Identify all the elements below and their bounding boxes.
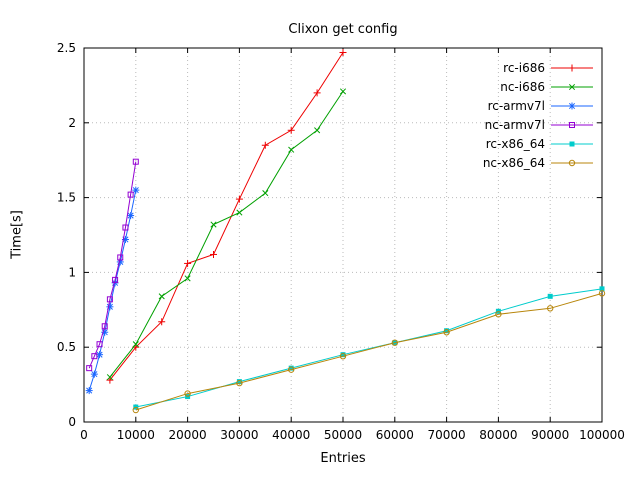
x-tick-label: 20000: [169, 428, 207, 442]
cross-marker-icon: [262, 190, 269, 197]
circle-open-marker-icon: [443, 329, 450, 336]
legend-label: rc-armv7l: [488, 99, 545, 113]
series-rc-x86_64: [133, 286, 605, 410]
legend-label: rc-i686: [503, 61, 545, 75]
circle-open-marker-icon: [495, 311, 502, 318]
x-tick-label: 50000: [324, 428, 362, 442]
cross-marker-icon: [288, 146, 295, 153]
circle-open-marker-icon: [391, 339, 398, 346]
square-filled-marker-icon: [236, 379, 242, 385]
cross-marker-icon: [339, 88, 347, 95]
cross-marker-icon: [158, 293, 165, 300]
circle-open-marker-icon: [568, 159, 576, 167]
series-rc-i686: [106, 48, 347, 384]
series-line: [88, 161, 137, 369]
legend: rc-i686 nc-i686 rc-armv7l nc-armv7l rc-x86_6…: [483, 61, 593, 170]
asterisk-marker-icon: [132, 187, 139, 194]
series-nc-x86_64: [132, 290, 606, 414]
y-tick-label: 0: [68, 415, 76, 429]
x-tick-label: 0: [80, 428, 88, 442]
square-filled-marker-icon: [569, 141, 575, 147]
cross-marker-icon: [210, 221, 217, 228]
square-filled-marker-icon: [444, 328, 450, 334]
cross-marker-icon: [314, 127, 321, 134]
x-tick-label: 40000: [272, 428, 310, 442]
series-line: [109, 52, 344, 381]
square-filled-marker-icon: [547, 293, 553, 299]
x-tick-label: 30000: [220, 428, 258, 442]
circle-open-marker-icon: [236, 379, 243, 387]
square-filled-marker-icon: [599, 286, 605, 292]
x-tick-label: 80000: [479, 428, 517, 442]
square-open-marker-icon: [132, 158, 139, 165]
legend-entry-rc-x86_64: rc-x86_64: [486, 137, 593, 151]
chart-title: Clixon get config: [288, 22, 398, 37]
cross-marker-icon: [132, 341, 139, 348]
series-line: [135, 292, 603, 411]
asterisk-marker-icon: [96, 351, 103, 358]
circle-open-marker-icon: [288, 366, 295, 373]
x-tick-label: 90000: [531, 428, 569, 442]
square-open-marker-icon: [106, 296, 113, 303]
series-line: [135, 288, 603, 408]
cross-marker-icon: [106, 374, 113, 381]
legend-label: rc-x86_64: [486, 137, 545, 151]
legend-entry-rc-i686: rc-i686: [503, 61, 593, 75]
legend-label: nc-i686: [500, 80, 545, 94]
circle-open-marker-icon: [132, 406, 140, 414]
square-open-marker-icon: [117, 254, 124, 261]
y-tick-label: 1: [68, 265, 76, 279]
cross-marker-icon: [236, 209, 243, 216]
x-axis-label: Entries: [320, 451, 366, 466]
square-open-marker-icon: [569, 122, 575, 128]
legend-entry-nc-armv7l: nc-armv7l: [485, 118, 593, 132]
legend-label: nc-armv7l: [485, 118, 545, 132]
y-tick-label: 2: [68, 116, 76, 130]
square-filled-marker-icon: [288, 365, 294, 371]
series-nc-i686: [106, 88, 347, 381]
cross-marker-icon: [568, 83, 576, 91]
square-open-marker-icon: [96, 341, 103, 348]
legend-entry-rc-armv7l: rc-armv7l: [488, 99, 593, 113]
legend-entry-nc-i686: nc-i686: [500, 80, 593, 94]
circle-open-marker-icon: [598, 290, 606, 297]
square-open-marker-icon: [122, 224, 129, 231]
x-tick-label: 70000: [428, 428, 466, 442]
square-open-marker-icon: [91, 353, 98, 360]
square-open-marker-icon: [112, 276, 119, 283]
asterisk-marker-icon: [86, 387, 93, 394]
y-tick-label: 1.5: [57, 191, 76, 205]
series-nc-armv7l: [86, 158, 139, 372]
y-tick-label: 0.5: [57, 340, 76, 354]
y-tick-label: 2.5: [57, 41, 76, 55]
x-tick-label: 100000: [579, 428, 625, 442]
asterisk-marker-icon: [568, 102, 576, 110]
square-filled-marker-icon: [340, 352, 346, 358]
asterisk-marker-icon: [91, 371, 98, 378]
cross-marker-icon: [184, 275, 191, 282]
x-tick-label: 60000: [376, 428, 414, 442]
circle-open-marker-icon: [339, 352, 347, 360]
square-open-marker-icon: [127, 191, 134, 198]
legend-label: nc-x86_64: [483, 156, 545, 170]
x-tick-label: 10000: [117, 428, 155, 442]
asterisk-marker-icon: [122, 236, 129, 243]
series-line: [109, 91, 344, 378]
square-open-marker-icon: [101, 323, 108, 330]
square-open-marker-icon: [86, 365, 93, 372]
legend-entry-nc-x86_64: nc-x86_64: [483, 156, 593, 170]
circle-open-marker-icon: [184, 390, 191, 397]
circle-open-marker-icon: [547, 305, 554, 312]
asterisk-marker-icon: [127, 212, 134, 219]
